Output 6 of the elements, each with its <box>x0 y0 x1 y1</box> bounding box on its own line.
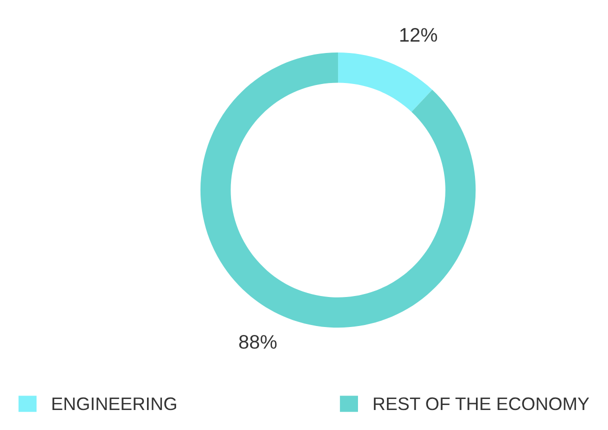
legend-label: ENGINEERING <box>52 397 176 410</box>
data-label: 12% <box>400 28 438 42</box>
legend-label: REST OF THE ECONOMY <box>374 397 590 410</box>
data-label: 88% <box>239 335 277 349</box>
donut-slice <box>338 52 432 112</box>
donut-slice <box>200 52 476 328</box>
